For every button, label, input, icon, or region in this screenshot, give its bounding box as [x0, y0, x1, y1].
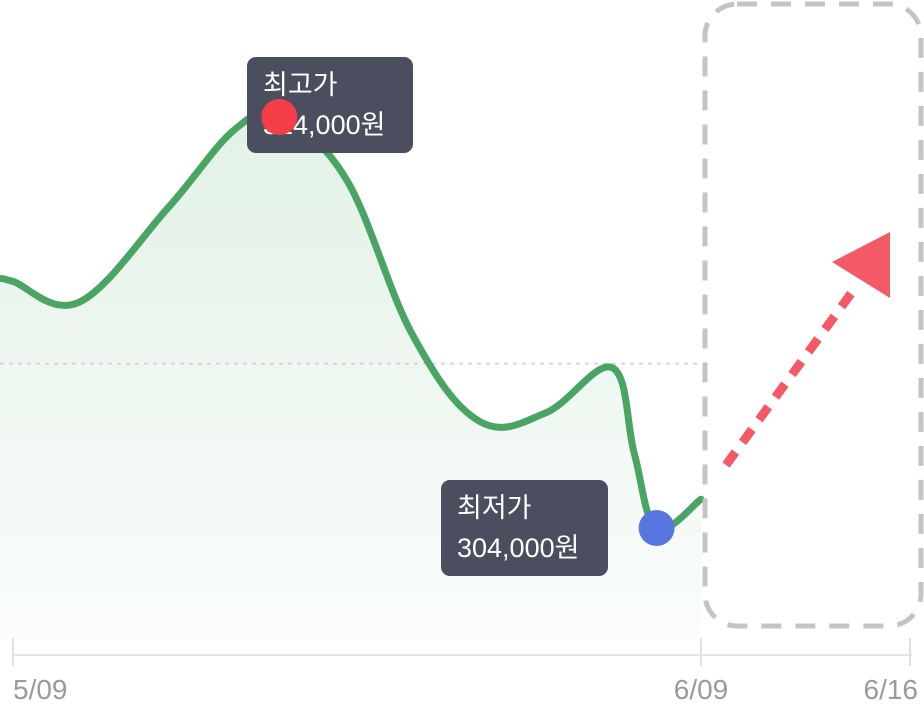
price-line — [0, 109, 705, 533]
forecast-region — [702, 1, 924, 629]
x-tick-label: 6/09 — [674, 674, 729, 705]
trend-up-arrow-icon — [722, 232, 890, 468]
low-price-dot — [638, 510, 675, 546]
low-price-label: 최저가 — [457, 493, 532, 523]
low-price-value: 304,000원 — [457, 533, 579, 563]
low-price-marker: 최저가 304,000원 — [441, 480, 675, 576]
high-price-label: 최고가 — [263, 70, 338, 100]
x-tick-label: 6/16 — [864, 674, 919, 705]
high-price-dot — [261, 99, 298, 135]
x-axis-ticks: 5/09 6/09 6/16 — [12, 638, 919, 705]
low-price-tooltip: 최저가 304,000원 — [441, 480, 608, 576]
high-price-marker: 최고가 314,000원 — [247, 57, 413, 153]
x-tick-label: 5/09 — [13, 674, 68, 705]
